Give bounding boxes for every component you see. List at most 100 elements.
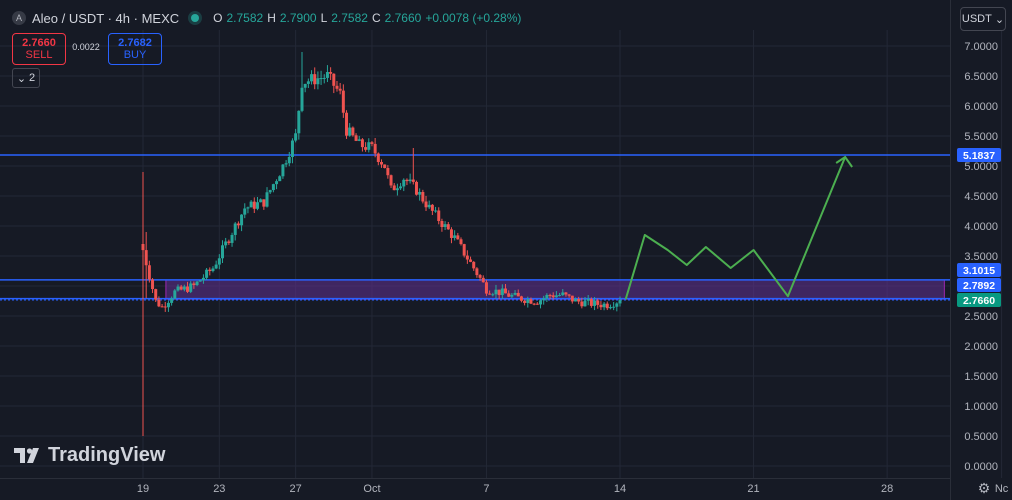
candle-body <box>316 78 320 85</box>
candle-body <box>488 293 492 295</box>
sell-button[interactable]: 2.7660 SELL <box>12 33 66 65</box>
candle-body <box>163 306 167 308</box>
x-tick-label: Oct <box>363 483 380 495</box>
candle-body <box>449 229 453 238</box>
y-tick-label: 0.5000 <box>964 431 998 443</box>
buy-price: 2.7682 <box>118 37 152 49</box>
candle-body <box>580 301 584 307</box>
candle-body <box>573 298 577 302</box>
candle-body <box>589 298 593 306</box>
candle-body <box>192 283 196 286</box>
candle-body <box>236 223 240 226</box>
price-level-tag <box>957 293 1001 307</box>
candle-body <box>271 184 275 191</box>
candle-body <box>227 241 231 243</box>
sell-price: 2.7660 <box>22 37 56 49</box>
candle-body <box>189 283 193 292</box>
currency-selector[interactable]: USDT ⌄ <box>960 7 1006 31</box>
y-tick-label: 1.0000 <box>964 401 998 413</box>
candle-body <box>233 223 237 235</box>
candle-body <box>510 294 514 297</box>
candle-body <box>526 299 530 303</box>
candle-body <box>313 74 317 85</box>
candle-body <box>421 191 425 202</box>
candle-body <box>424 201 428 208</box>
candle-body <box>268 190 272 193</box>
candle-body <box>386 168 390 176</box>
price-level-label: 2.7892 <box>963 280 995 292</box>
candle-body <box>217 258 221 265</box>
indicators-toggle-button[interactable]: ⌄ 2 <box>12 68 40 88</box>
candle-body <box>144 250 148 266</box>
candle-body <box>392 185 396 191</box>
price-level-label: 5.1837 <box>963 150 995 162</box>
candle-body <box>570 295 574 302</box>
candle-body <box>297 110 301 134</box>
candle-body <box>154 289 158 300</box>
candle-body <box>395 188 399 191</box>
candle-body <box>434 210 438 212</box>
candle-body <box>491 294 495 296</box>
symbol-title[interactable]: Aleo / USDT · 4h · MEXC <box>32 10 180 26</box>
candle-body <box>542 298 546 301</box>
x-tick-label: 27 <box>290 483 302 495</box>
candle-body <box>602 303 606 308</box>
candle-body <box>338 88 342 91</box>
y-tick-label: 1.5000 <box>964 371 998 383</box>
candle-body <box>567 294 571 296</box>
x-tick-label: 19 <box>137 483 149 495</box>
candle-body <box>456 235 460 240</box>
candle-body <box>535 303 539 305</box>
candle-body <box>370 142 374 144</box>
tradingview-logo: TradingView <box>14 444 165 467</box>
y-tick-label: 6.5000 <box>964 71 998 83</box>
candle-body <box>529 299 533 304</box>
price-level-tag <box>957 147 1001 162</box>
candle-body <box>208 269 212 272</box>
candle-body <box>287 157 291 164</box>
y-tick-label: 4.5000 <box>964 191 998 203</box>
candle-body <box>380 162 383 165</box>
projection-arrowhead <box>835 155 853 168</box>
candle-body <box>275 181 279 185</box>
buy-label: BUY <box>123 49 147 61</box>
y-tick-label: 5.5000 <box>964 131 998 143</box>
price-level-tag <box>957 278 1001 292</box>
candle-body <box>554 295 558 298</box>
close-label: C <box>371 11 381 25</box>
candle-body <box>170 298 174 303</box>
candle-body <box>246 207 250 209</box>
y-tick-label: 5.0000 <box>964 161 998 173</box>
symbol-icon[interactable]: A <box>12 11 26 25</box>
candle-body <box>497 289 501 296</box>
candle-body <box>186 286 190 292</box>
candle-body <box>586 298 590 301</box>
candle-body <box>484 282 488 294</box>
candle-body <box>608 307 612 309</box>
candle-body <box>523 300 527 303</box>
buy-button[interactable]: 2.7682 BUY <box>108 33 162 65</box>
candle-body <box>262 199 266 207</box>
candle-body <box>430 204 434 211</box>
candle-body <box>539 300 542 305</box>
candle-body <box>303 83 307 88</box>
candle-body <box>300 87 304 111</box>
currency-label: USDT <box>961 13 992 25</box>
candle-body <box>176 286 180 291</box>
candle-body <box>383 164 387 169</box>
candle-body <box>360 139 364 148</box>
candle-body <box>577 298 581 302</box>
candle-body <box>418 191 422 195</box>
candle-body <box>446 224 450 230</box>
candle-body <box>459 239 463 245</box>
candle-body <box>472 261 476 269</box>
candle-body <box>545 294 549 299</box>
candle-body <box>211 268 215 272</box>
candle-body <box>411 179 415 182</box>
candle-body <box>414 181 418 195</box>
candle-body <box>179 286 183 290</box>
candle-body <box>618 300 622 304</box>
settings-gear-icon[interactable]: ⚙ <box>977 479 991 496</box>
candle-body <box>494 289 498 295</box>
